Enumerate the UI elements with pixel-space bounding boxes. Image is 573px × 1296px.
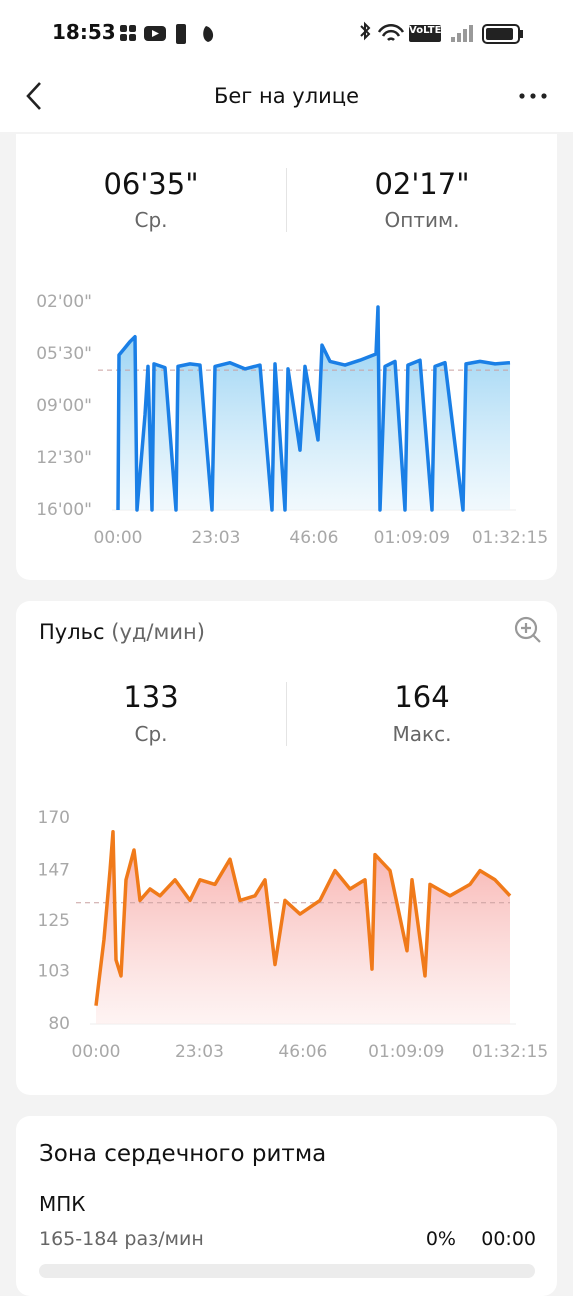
zone-bar — [39, 1264, 535, 1278]
y-tick-label: 09'00" — [36, 396, 92, 416]
heart-rate-average: 133 — [123, 680, 179, 714]
pace-chart: 02'00" 05'30" 09'00" 12'30" 16'00"00:00 23:03… — [36, 292, 548, 548]
y-tick-label: 170 — [38, 808, 70, 828]
zones-title: Зона сердечного ритма — [39, 1141, 327, 1167]
line — [116, 305, 511, 512]
pace-best: 02'17" — [374, 167, 470, 201]
y-tick-label: 16'00" — [36, 500, 92, 520]
x-tick-label: 23:03 — [175, 1042, 224, 1062]
unit: (уд/мин) — [111, 620, 205, 644]
y-tick-label: 05'30" — [36, 344, 92, 364]
y-tick-label: 103 — [38, 961, 70, 981]
pace-average: 06'35" — [103, 167, 199, 201]
heart-rate-max-label: Макс. — [392, 722, 452, 746]
network-label: VoLTE — [409, 25, 442, 36]
x-tick-label: 01:32:15 — [472, 528, 548, 548]
x-tick-label: 23:03 — [191, 528, 240, 548]
x-tick-label: 00:00 — [72, 1042, 121, 1062]
y-tick-label: 02'00" — [36, 292, 92, 312]
x-tick-label: 46:06 — [278, 1042, 327, 1062]
heart-rate-max: 164 — [394, 680, 450, 714]
zone-share: 0% — [425, 1228, 456, 1250]
title: Пульс — [39, 620, 105, 644]
divider — [286, 168, 287, 232]
x-tick-label: 01:32:15 — [472, 1042, 548, 1062]
y-tick-label: 125 — [38, 911, 70, 931]
pace-average-label: Ср. — [134, 208, 168, 232]
status-icons — [120, 24, 214, 44]
more-button[interactable] — [518, 88, 550, 104]
back-button[interactable] — [22, 80, 46, 112]
x-tick-label: 01:09:09 — [374, 528, 450, 548]
zone-bar-track — [39, 1264, 535, 1278]
top-bar — [0, 0, 573, 132]
x-tick-label: 46:06 — [289, 528, 338, 548]
divider — [286, 682, 287, 746]
y-tick-label: 12'30" — [36, 448, 92, 468]
heart-rate-title: Пульс (уд/мин) — [39, 620, 205, 644]
zone-range: 165-184 раз/мин — [39, 1228, 204, 1250]
y-tick-label: 80 — [48, 1014, 70, 1034]
clock: 18:53 — [52, 20, 116, 44]
line — [94, 829, 512, 1006]
heart-rate-average-label: Ср. — [134, 722, 168, 746]
system-icons — [360, 21, 523, 44]
heart-rate-chart: 80 103 125 147 170 00:00 23:03 46:06 01:09:09 01:… — [38, 808, 549, 1062]
page-title: Бег на улице — [213, 84, 360, 108]
zone-name: МПК — [39, 1192, 86, 1216]
area — [96, 831, 510, 1024]
pace-best-label: Оптим. — [384, 208, 460, 232]
x-tick-label: 00:00 — [94, 528, 143, 548]
y-tick-label: 147 — [38, 861, 70, 881]
area — [118, 307, 510, 510]
zone-time: 00:00 — [481, 1228, 536, 1250]
zoom-button[interactable] — [513, 615, 543, 645]
x-tick-label: 01:09:09 — [368, 1042, 444, 1062]
